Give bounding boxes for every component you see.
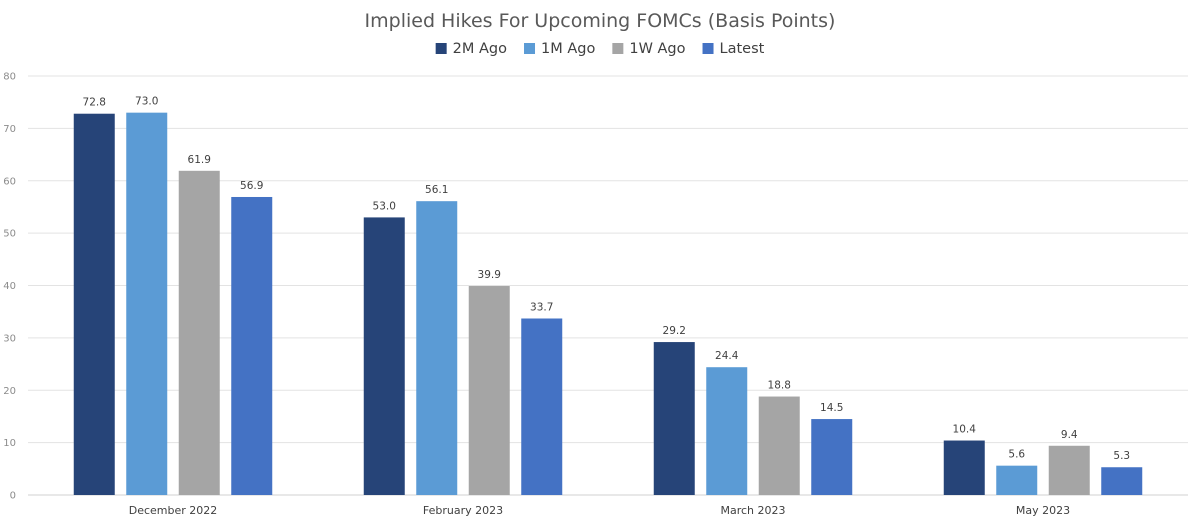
y-tick-label: 70 (3, 124, 16, 135)
legend-swatch (524, 43, 536, 54)
legend-label: 2M Ago (453, 41, 507, 57)
data-label: 29.2 (663, 325, 686, 337)
legend: 2M Ago 1M Ago 1W Ago Latest (435, 41, 765, 57)
x-category-label: February 2023 (423, 504, 503, 517)
bar-2m-ago-february-2023 (363, 217, 405, 495)
data-label: 24.4 (715, 350, 739, 362)
legend-label: 1M Ago (541, 41, 595, 57)
bar-1w-ago-march-2023 (758, 396, 800, 495)
data-label: 72.8 (83, 97, 106, 109)
legend-item-1w-ago: 1W Ago (612, 41, 686, 57)
bar-latest-december-2022 (231, 196, 273, 495)
bar-1w-ago-february-2023 (468, 286, 510, 495)
bar-2m-ago-march-2023 (653, 342, 695, 495)
bar-2m-ago-may-2023 (943, 440, 985, 495)
bar-2m-ago-december-2022 (73, 113, 115, 496)
data-label: 33.7 (530, 301, 553, 313)
data-label: 61.9 (188, 154, 211, 166)
bar-1m-ago-december-2022 (126, 112, 168, 495)
data-labels: 72.8 73.0 61.9 56.9 53.0 56.1 39.9 33.7 29.2 24.4… (83, 96, 1131, 463)
bar-1m-ago-february-2023 (416, 201, 458, 495)
x-category-label: March 2023 (720, 504, 785, 517)
bar-latest-february-2023 (521, 318, 563, 495)
chart-title: Implied Hikes For Upcoming FOMCs (Basis … (365, 10, 836, 32)
legend-swatch (435, 43, 447, 54)
y-axis: 0 10 20 30 40 50 60 70 80 (3, 72, 16, 502)
y-tick-label: 0 (10, 491, 16, 502)
data-label: 5.3 (1113, 450, 1130, 462)
x-category-label: May 2023 (1016, 504, 1070, 517)
y-tick-label: 20 (3, 386, 16, 397)
bar-1m-ago-march-2023 (706, 367, 748, 495)
legend-swatch (612, 43, 624, 54)
data-label: 5.6 (1008, 449, 1025, 461)
y-tick-label: 60 (3, 176, 16, 187)
data-label: 14.5 (820, 402, 843, 414)
x-category-label: December 2022 (129, 504, 218, 517)
legend-swatch (702, 43, 714, 54)
bar-latest-march-2023 (811, 419, 853, 495)
legend-item-2m-ago: 2M Ago (435, 41, 507, 57)
y-tick-label: 80 (3, 72, 16, 83)
data-label: 53.0 (373, 200, 396, 212)
y-tick-label: 50 (3, 229, 16, 240)
bars (73, 112, 1143, 496)
data-label: 73.0 (135, 96, 158, 108)
y-tick-label: 40 (3, 281, 16, 292)
data-label: 56.9 (240, 180, 263, 192)
data-label: 10.4 (953, 424, 977, 436)
legend-label: 1W Ago (629, 41, 685, 57)
y-tick-label: 30 (3, 333, 16, 344)
legend-item-latest: Latest (702, 41, 765, 57)
bar-1w-ago-may-2023 (1048, 445, 1090, 495)
data-label: 39.9 (478, 269, 501, 281)
legend-item-1m-ago: 1M Ago (524, 41, 595, 57)
bar-1w-ago-december-2022 (178, 170, 220, 495)
y-tick-label: 10 (3, 438, 16, 449)
data-label: 9.4 (1061, 429, 1078, 441)
bar-1m-ago-may-2023 (996, 465, 1038, 495)
x-axis: December 2022 February 2023 March 2023 May … (129, 504, 1070, 517)
data-label: 18.8 (768, 380, 791, 392)
bar-latest-may-2023 (1101, 467, 1143, 495)
data-label: 56.1 (425, 184, 448, 196)
gridlines (28, 75, 1188, 496)
legend-label: Latest (720, 41, 765, 57)
